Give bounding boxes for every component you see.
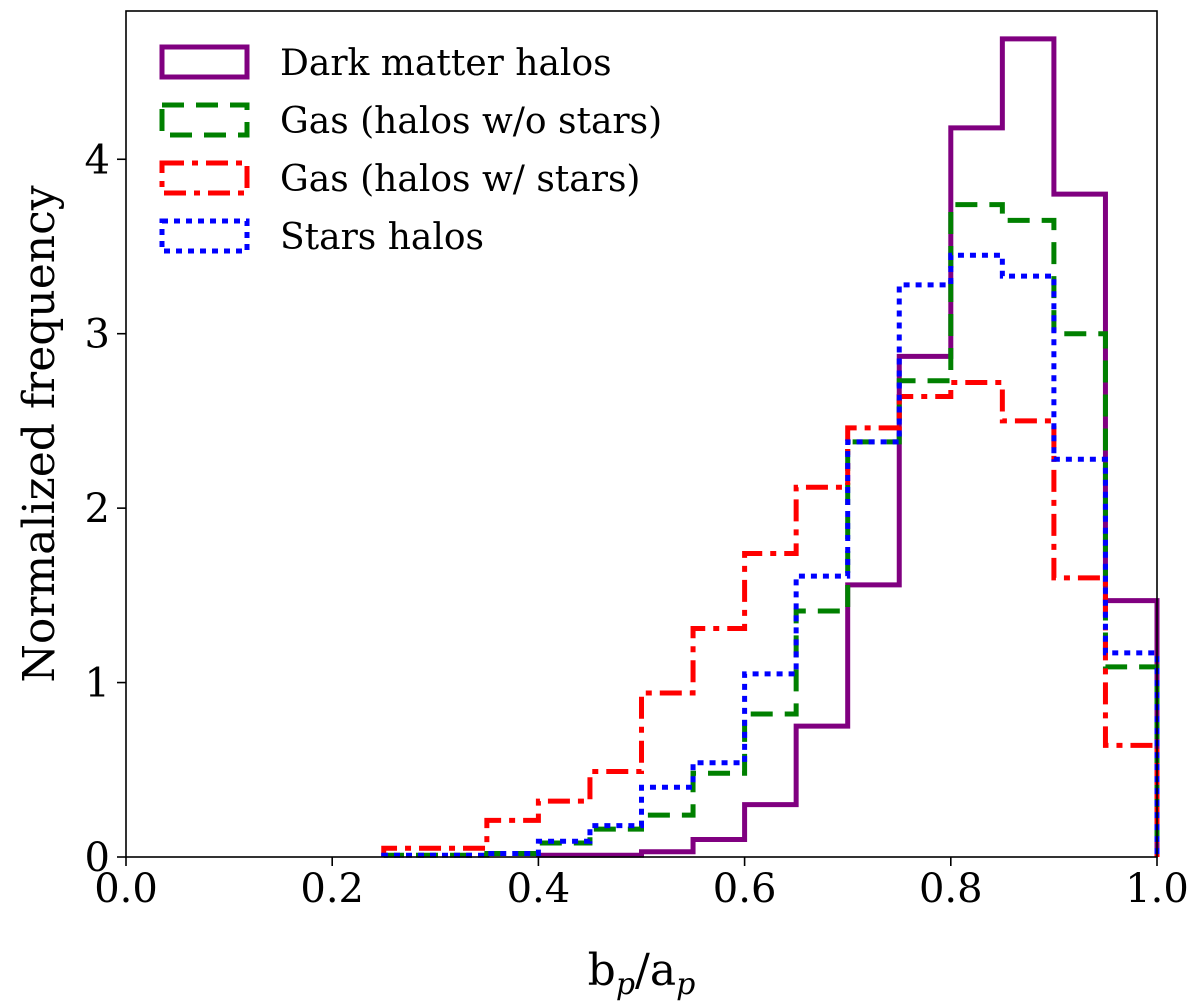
x-axis-ticks: 0.0 0.2 0.4 0.6 0.8 1.0 xyxy=(94,857,1189,912)
legend: Dark matter halos Gas (halos w/o stars) Ga… xyxy=(159,43,662,258)
legend-label-dark-matter-halos: Dark matter halos xyxy=(280,43,612,84)
x-axis-label: bp/ap xyxy=(588,945,696,1002)
legend-swatch-dark-matter-halos xyxy=(159,44,250,80)
x-tick-label: 0.2 xyxy=(300,866,364,912)
series-gas-halos-w-stars xyxy=(381,380,1160,857)
series-gas-halos-w-o-stars xyxy=(381,202,1160,858)
x-tick-label: 0.4 xyxy=(507,866,571,912)
x-tick-label: 0.6 xyxy=(713,866,777,912)
plot-frame xyxy=(125,10,1158,858)
legend-swatch-gas-halos-w-stars xyxy=(159,160,250,196)
legend-label-gas-halos-w-o-stars: Gas (halos w/o stars) xyxy=(280,101,662,142)
x-tick-label: 0.8 xyxy=(919,866,983,912)
series-layer xyxy=(381,36,1160,858)
legend-label-gas-halos-w-stars: Gas (halos w/ stars) xyxy=(280,159,640,200)
series-dark-matter-halos xyxy=(535,36,1160,858)
y-tick-label: 0 xyxy=(85,835,110,881)
legend-swatch-gas-halos-w-o-stars xyxy=(159,102,250,138)
legend-swatch-stars-halos xyxy=(159,218,250,254)
y-tick-label: 4 xyxy=(85,137,110,183)
x-tick-label: 1.0 xyxy=(1125,866,1189,912)
legend-label-stars-halos: Stars halos xyxy=(280,217,484,258)
x-tick-label: 0.0 xyxy=(94,866,158,912)
y-tick-label: 3 xyxy=(85,312,110,358)
y-axis-label: Normalized frequency xyxy=(14,185,65,682)
y-axis-ticks: 0 1 2 3 4 xyxy=(85,137,126,881)
y-tick-label: 2 xyxy=(85,486,110,532)
y-tick-label: 1 xyxy=(85,661,110,707)
series-stars-halos xyxy=(381,252,1160,858)
